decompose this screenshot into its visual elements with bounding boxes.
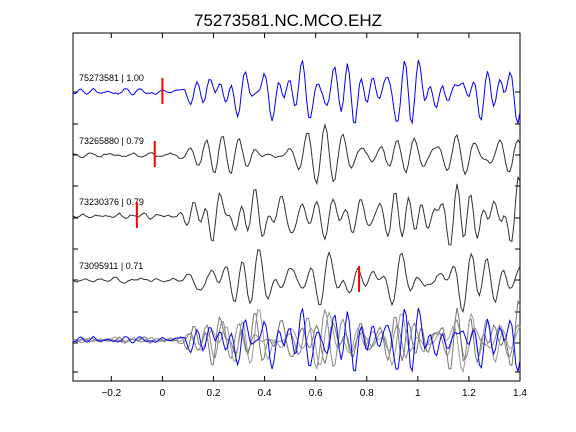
x-tick-label: −0.2	[101, 388, 121, 399]
chart-title: 75273581.NC.MCO.EHZ	[194, 11, 382, 30]
x-tick-label: 0	[160, 388, 166, 399]
trace-label: 75273581 | 1.00	[79, 73, 144, 83]
trace-label: 73095911 | 0.71	[79, 261, 143, 271]
trace-label: 73230376 | 0.79	[79, 197, 144, 207]
trace-group: 75273581 | 1.00 73265880 | 0.79 73230376 |…	[72, 59, 521, 314]
x-tick-label: 1.4	[513, 388, 527, 399]
x-tick-label: 0.2	[207, 388, 221, 399]
x-tick-label: 0.6	[309, 388, 323, 399]
overlay-line	[72, 300, 521, 370]
axis-ticks: −0.2 0 0.2 0.4 0.6 0.8 1 1.2 1.4	[73, 33, 527, 399]
x-tick-label: 1	[415, 388, 421, 399]
trace-line	[72, 59, 521, 125]
overlay-group	[72, 300, 521, 374]
overlay-line	[72, 308, 521, 374]
overlay-line	[72, 307, 521, 373]
x-tick-label: 0.4	[258, 388, 272, 399]
plot-frame	[72, 32, 521, 382]
trace-line	[72, 248, 521, 314]
trace-label: 73265880 | 0.79	[79, 136, 144, 146]
trace-line	[72, 176, 521, 246]
x-tick-label: 1.2	[462, 388, 476, 399]
trace-line	[72, 122, 521, 186]
x-tick-label: 0.8	[360, 388, 374, 399]
